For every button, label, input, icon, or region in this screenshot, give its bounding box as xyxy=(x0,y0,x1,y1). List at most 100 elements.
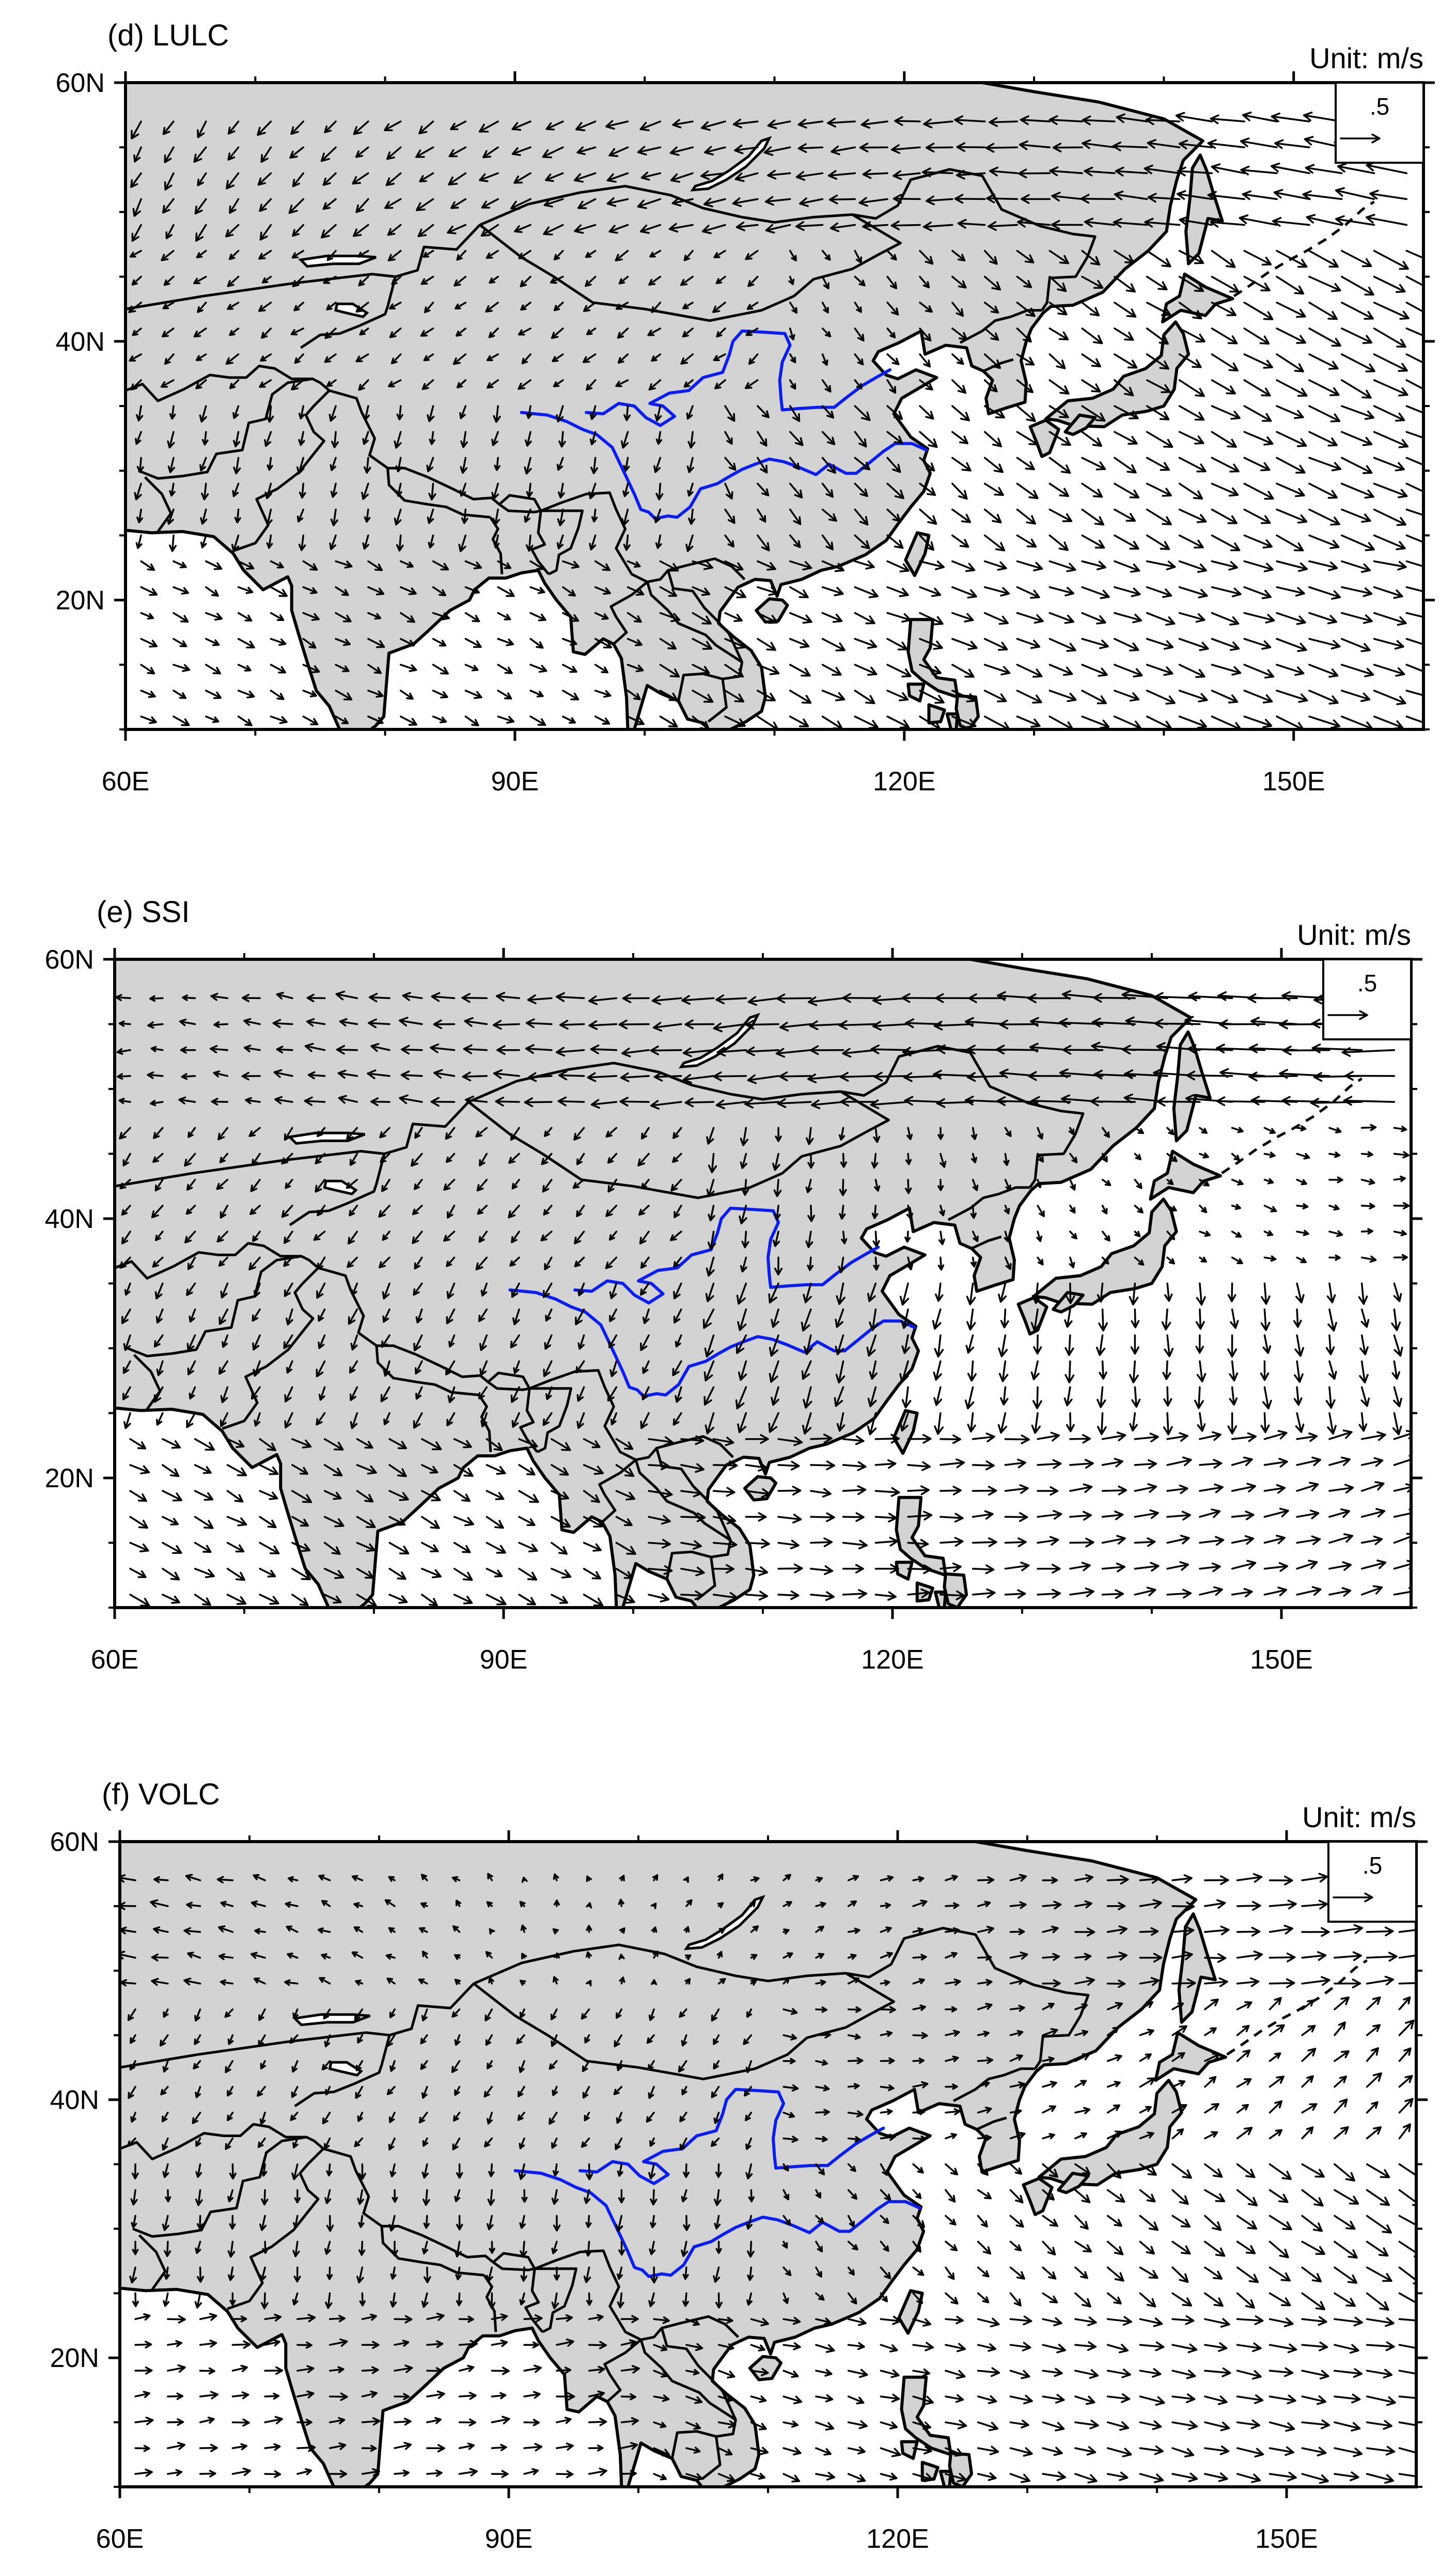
wind-vector xyxy=(1074,2132,1087,2140)
wind-vector xyxy=(680,353,694,365)
wind-vector xyxy=(821,250,831,261)
wind-vector xyxy=(945,2215,957,2226)
wind-vector xyxy=(290,328,305,336)
wind-vector xyxy=(712,1487,735,1497)
wind-vector xyxy=(815,2471,836,2481)
wind-vector xyxy=(1042,2447,1063,2456)
wind-vector xyxy=(1074,2189,1091,2203)
wind-vector xyxy=(1171,2292,1192,2307)
wind-vector xyxy=(1069,1152,1078,1163)
wind-vector xyxy=(1231,1178,1244,1186)
wind-vector xyxy=(362,431,369,445)
wind-vector xyxy=(1373,664,1405,677)
wind-vector xyxy=(623,534,631,551)
wind-vector xyxy=(653,2447,670,2457)
wind-vector xyxy=(163,2008,169,2018)
wind-vector xyxy=(750,2367,769,2376)
reference-vector-box xyxy=(1327,1841,1417,1923)
wind-vector xyxy=(901,1308,910,1329)
wind-vector xyxy=(478,1231,488,1243)
wind-vector xyxy=(583,2266,591,2283)
wind-vector xyxy=(1146,431,1173,448)
wind-vector xyxy=(732,118,759,129)
wind-vector xyxy=(757,690,776,702)
wind-vector xyxy=(810,1488,832,1498)
kuril-islands xyxy=(1226,1959,1368,2056)
wind-vector xyxy=(1134,1178,1142,1189)
wind-vector xyxy=(901,1334,911,1354)
wind-vector xyxy=(1048,457,1071,474)
wind-vector xyxy=(1146,690,1176,705)
wind-vector xyxy=(1129,1412,1138,1432)
wind-vector xyxy=(164,172,175,191)
wind-vector xyxy=(776,993,812,1004)
wind-vector xyxy=(318,1308,326,1322)
wind-vector xyxy=(193,328,207,338)
wind-vector xyxy=(552,1928,559,1935)
wind-vector xyxy=(421,1464,439,1474)
wind-vector xyxy=(122,1152,131,1166)
wind-vector xyxy=(224,2008,234,2018)
wind-vector xyxy=(162,2137,169,2151)
wind-vector xyxy=(977,1954,992,1961)
wind-vector xyxy=(296,2341,312,2349)
wind-vector xyxy=(807,1073,844,1084)
wind-vector xyxy=(199,2367,215,2375)
wind-vector xyxy=(717,1902,724,1909)
wind-vector xyxy=(443,1178,456,1191)
wind-vector xyxy=(717,2370,735,2379)
country-border xyxy=(386,468,491,519)
wind-vector xyxy=(1328,1587,1352,1597)
wind-vector xyxy=(782,2034,797,2041)
wind-vector xyxy=(1360,1585,1383,1596)
wind-vector xyxy=(253,1977,266,1985)
wind-vector xyxy=(153,1926,169,1934)
wind-vector xyxy=(511,1231,520,1243)
wind-vector xyxy=(427,405,435,423)
wind-vector xyxy=(880,2240,889,2252)
wind-vector xyxy=(1066,1282,1075,1304)
wind-vector xyxy=(1269,2052,1281,2062)
wind-vector xyxy=(356,1490,374,1503)
wind-vector xyxy=(1269,1997,1282,2011)
wind-vector xyxy=(1360,1228,1373,1235)
wind-vector xyxy=(205,637,220,646)
wind-vector xyxy=(653,2344,668,2351)
wind-vector xyxy=(448,1334,456,1348)
wind-vector xyxy=(316,1360,326,1378)
wind-vector xyxy=(576,1412,585,1429)
wind-vector xyxy=(168,534,177,552)
wind-vector xyxy=(847,2215,855,2228)
wind-vector xyxy=(1326,1282,1336,1303)
wind-vector xyxy=(789,508,802,525)
wind-vector xyxy=(847,2083,860,2090)
wind-vector xyxy=(945,2266,955,2280)
wind-vector xyxy=(162,1464,180,1477)
wind-vector xyxy=(669,146,694,156)
wind-vector xyxy=(400,1070,423,1080)
wind-vector xyxy=(487,2189,495,2206)
wind-vector xyxy=(713,1071,747,1082)
wind-vector xyxy=(847,2033,861,2040)
wind-vector xyxy=(1037,1510,1062,1520)
wind-vector xyxy=(1216,1043,1266,1054)
wind-vector xyxy=(508,1205,520,1219)
wind-vector xyxy=(805,1127,814,1145)
wind-vector xyxy=(972,1460,995,1471)
wind-vector xyxy=(140,612,154,620)
wind-vector xyxy=(140,664,155,675)
wind-vector xyxy=(553,2215,561,2232)
wind-vector xyxy=(317,1127,326,1138)
wind-vector xyxy=(456,250,467,261)
wind-vector xyxy=(713,2189,722,2206)
wind-vector xyxy=(321,2060,331,2070)
wind-vector xyxy=(685,2421,701,2430)
wind-vector xyxy=(692,690,714,703)
wind-vector xyxy=(945,2163,959,2176)
wind-vector xyxy=(446,1412,456,1426)
wind-vector xyxy=(399,1017,423,1027)
wind-vector xyxy=(1327,1308,1337,1332)
wind-vector xyxy=(573,172,597,183)
wind-vector xyxy=(653,2316,670,2324)
wind-vector xyxy=(618,1954,625,1960)
